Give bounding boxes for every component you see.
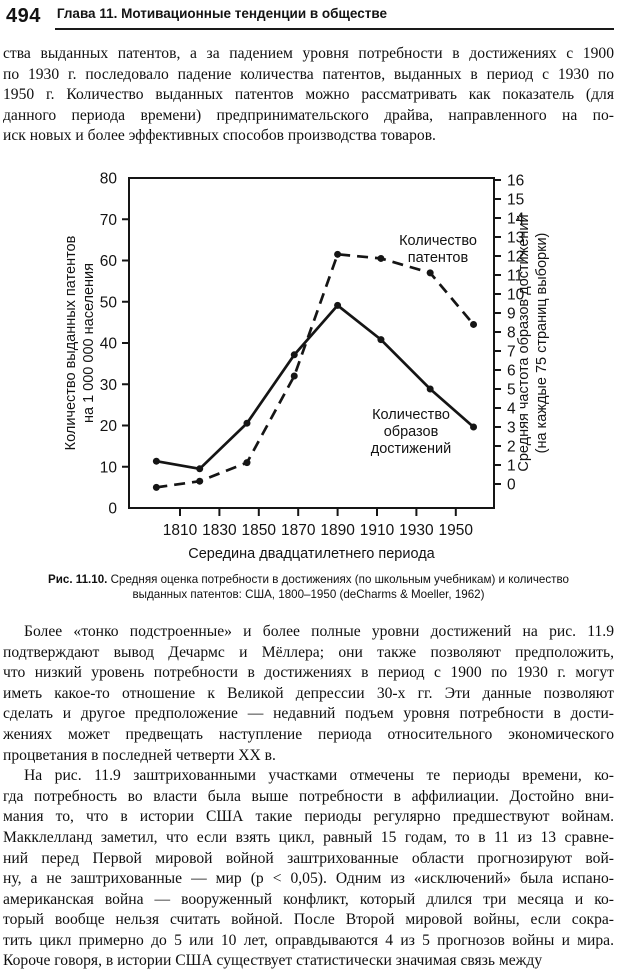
svg-text:13: 13 bbox=[507, 229, 524, 246]
text-line: данного периода времени) предприниматель… bbox=[3, 106, 614, 124]
chapter-title-rule: Глава 11. Мотивационные тенденции в обще… bbox=[54, 5, 614, 30]
svg-text:Средняя частота образов достиж: Средняя частота образов достижений bbox=[516, 214, 532, 471]
svg-text:1850: 1850 bbox=[242, 522, 277, 539]
text-line: Короче говоря, в истории США существует … bbox=[3, 952, 543, 970]
svg-text:50: 50 bbox=[100, 294, 118, 311]
text-line: жениях может предвещать наступление пери… bbox=[3, 725, 614, 743]
svg-text:6: 6 bbox=[507, 362, 516, 379]
text-line: Макклелланд заметил, что если взять цикл… bbox=[3, 828, 614, 846]
page-number: 494 bbox=[6, 5, 41, 27]
svg-text:образов: образов bbox=[384, 424, 439, 440]
svg-text:патентов: патентов bbox=[408, 250, 469, 266]
svg-text:9: 9 bbox=[507, 305, 516, 322]
svg-text:0: 0 bbox=[108, 500, 117, 517]
svg-text:60: 60 bbox=[100, 253, 118, 270]
svg-text:достижений: достижений bbox=[371, 441, 452, 457]
text-line: ства выданных патентов, а за падением ур… bbox=[3, 45, 614, 62]
figure-11-10: 0 10 20 30 40 50 60 70 80 0 1 2 3 4 5 6 7 8 9 10 11 12 13 14 15 1… bbox=[3, 165, 614, 565]
svg-text:1830: 1830 bbox=[202, 522, 237, 539]
figure-caption: Рис. 11.10. Средняя оценка потребности в… bbox=[47, 572, 571, 603]
svg-text:12: 12 bbox=[507, 248, 524, 265]
text-line: американская война — вооруженный конфлик… bbox=[3, 890, 614, 908]
svg-text:40: 40 bbox=[100, 335, 118, 352]
svg-text:1810: 1810 bbox=[163, 522, 198, 539]
svg-text:Количество: Количество bbox=[399, 233, 477, 249]
svg-text:7: 7 bbox=[507, 343, 516, 360]
svg-text:3: 3 bbox=[507, 419, 516, 436]
text-line: что низкий уровень потребности в достиже… bbox=[3, 664, 614, 682]
figure-caption-label: Рис. 11.10. bbox=[48, 572, 108, 586]
line-chart-patents-vs-achievement: 0102030405060708001234567891011121314151… bbox=[63, 170, 550, 562]
text-line: 1950 г. Количество выданных патентов мож… bbox=[3, 86, 614, 104]
text-line: мания то, что в истории США такие период… bbox=[3, 808, 614, 826]
svg-text:4: 4 bbox=[507, 400, 516, 417]
text-line: гда потребность во власти была выше потр… bbox=[3, 787, 614, 805]
text-line: сделать и другое предположение — недавни… bbox=[3, 705, 614, 723]
svg-text:1: 1 bbox=[507, 457, 516, 474]
svg-text:70: 70 bbox=[100, 212, 118, 229]
text-line: торый вообще нельзя считать войной. Посл… bbox=[3, 911, 614, 929]
svg-text:14: 14 bbox=[507, 210, 525, 227]
svg-text:80: 80 bbox=[100, 170, 118, 187]
chapter-title: Глава 11. Мотивационные тенденции в обще… bbox=[56, 6, 387, 21]
text-line: тить цикл примерно до 5 или 10 лет, опра… bbox=[3, 931, 614, 949]
svg-text:5: 5 bbox=[507, 381, 516, 398]
figure-caption-text: Средняя оценка потребности в достижениях… bbox=[110, 572, 569, 602]
svg-text:20: 20 bbox=[100, 418, 118, 435]
svg-text:Количество выданных патентов: Количество выданных патентов bbox=[63, 235, 79, 450]
paragraph-war-periods: На рис. 11.9 заштрихованными участками о… bbox=[3, 766, 614, 972]
svg-text:на 1 000 000 населения: на 1 000 000 населения bbox=[81, 263, 97, 423]
text-line: процветания в последней четверти XX в. bbox=[3, 746, 276, 764]
svg-text:16: 16 bbox=[507, 172, 524, 189]
svg-text:0: 0 bbox=[507, 476, 516, 493]
svg-text:Количество: Количество bbox=[372, 407, 450, 423]
paragraph-patents-continuation: ства выданных патентов, а за падением ур… bbox=[3, 44, 614, 147]
svg-text:1910: 1910 bbox=[360, 522, 395, 539]
svg-text:10: 10 bbox=[100, 459, 118, 476]
svg-text:(на каждые 75 страниц выборки): (на каждые 75 страниц выборки) bbox=[534, 233, 550, 454]
text-line: по 1930 г. последовало падение количеств… bbox=[3, 65, 614, 83]
text-line: подтверждают вывод Дечармс и Мёллера; он… bbox=[3, 643, 614, 661]
text-line: ну, а не заштрихованные — мир (p < 0,05)… bbox=[3, 870, 614, 888]
text-line: ний перед Первой мировой войной заштрихо… bbox=[3, 849, 614, 867]
svg-text:1950: 1950 bbox=[439, 522, 474, 539]
text-line: иметь какое-то отношение к Великой депре… bbox=[3, 684, 614, 702]
svg-text:30: 30 bbox=[100, 377, 118, 394]
svg-text:8: 8 bbox=[507, 324, 516, 341]
svg-text:11: 11 bbox=[507, 267, 523, 284]
svg-text:1870: 1870 bbox=[281, 522, 316, 539]
svg-text:1890: 1890 bbox=[320, 522, 355, 539]
svg-text:1930: 1930 bbox=[399, 522, 434, 539]
svg-text:Середина двадцатилетнего перио: Середина двадцатилетнего периода bbox=[188, 546, 435, 562]
page-header: 494 Глава 11. Мотивационные тенденции в … bbox=[3, 5, 614, 30]
text-line: иск новых и более эффективных способов п… bbox=[3, 127, 436, 145]
text-line: На рис. 11.9 заштрихованными участками о… bbox=[24, 767, 614, 785]
svg-text:2: 2 bbox=[507, 438, 516, 455]
text-line: Более «тонко подстроенные» и более полны… bbox=[24, 622, 614, 640]
svg-text:10: 10 bbox=[507, 286, 525, 303]
paragraph-achievement-levels: Более «тонко подстроенные» и более полны… bbox=[3, 622, 614, 766]
svg-text:15: 15 bbox=[507, 191, 524, 208]
